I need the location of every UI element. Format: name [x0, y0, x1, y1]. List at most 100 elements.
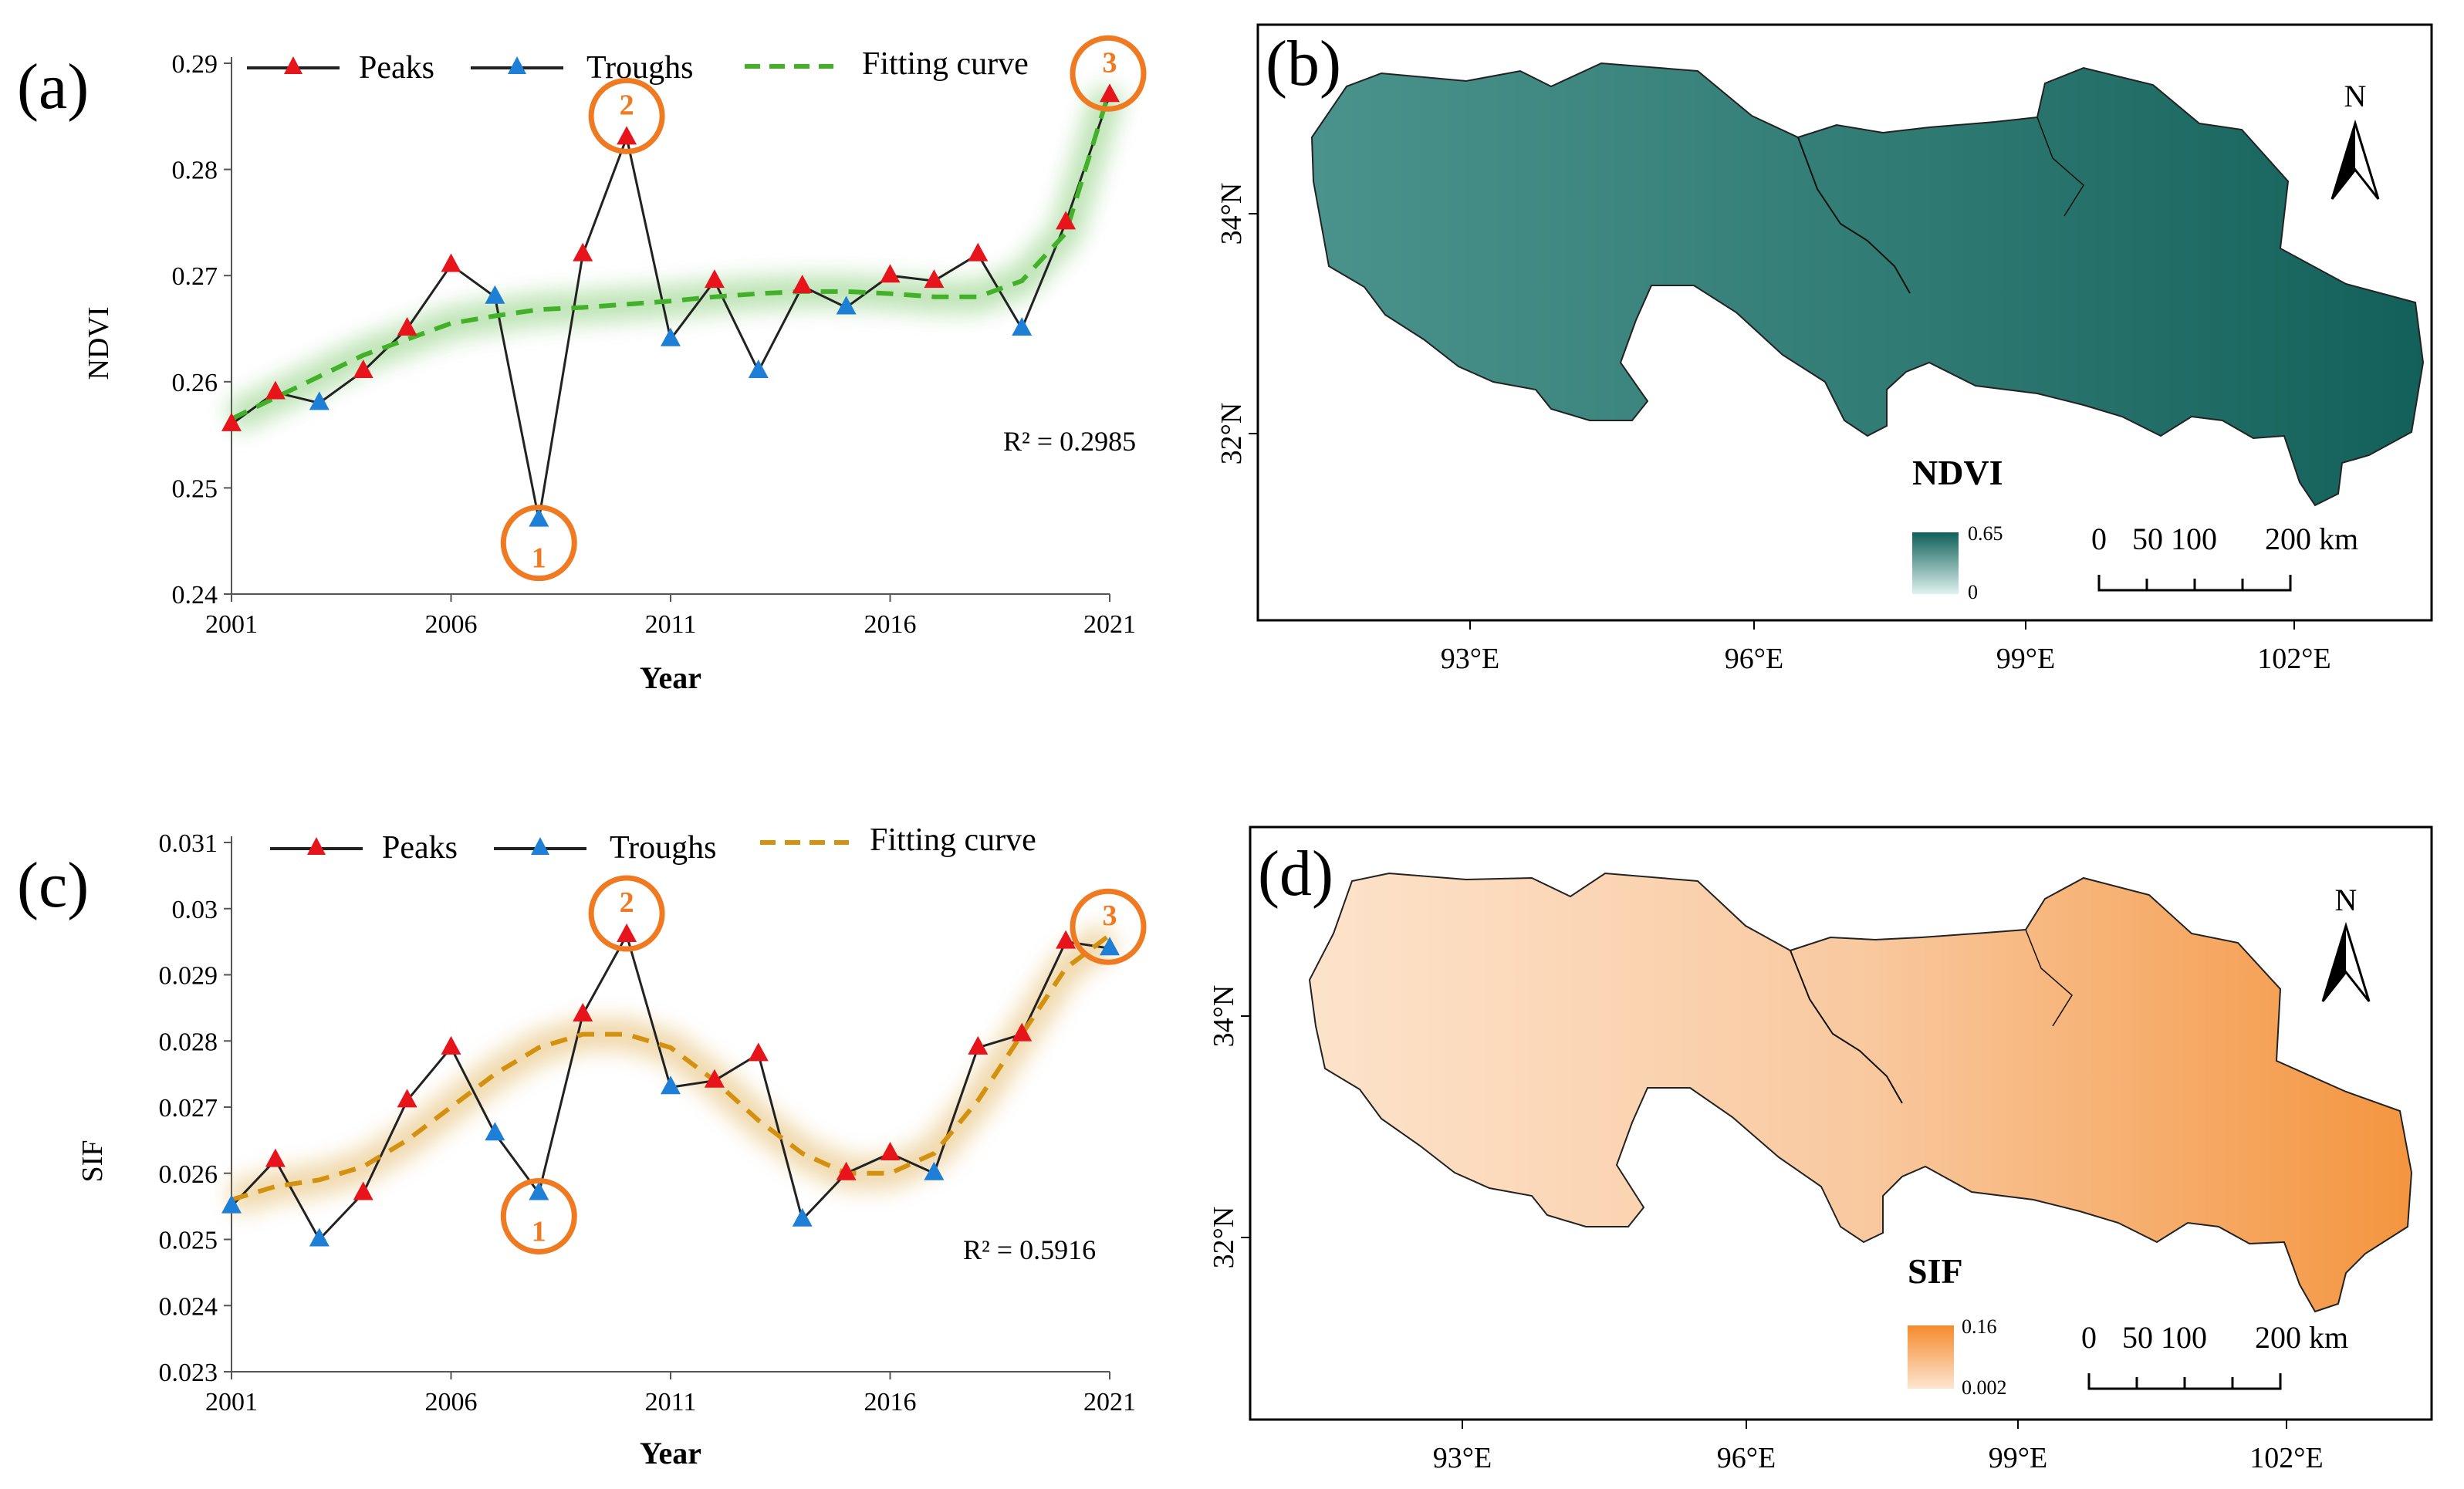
highlight-circle	[1070, 35, 1147, 112]
panel-letter-a: (a)	[17, 51, 89, 123]
highlight-circle	[1070, 888, 1147, 965]
legend-title-sif: SIF	[1908, 1251, 1963, 1291]
scale-bar-line	[2087, 1373, 2282, 1390]
x-tick-label: 2011	[645, 1388, 697, 1416]
map-x-tick-label: 99°E	[1996, 643, 2055, 675]
peak-marker	[968, 242, 989, 262]
trough-marker	[748, 360, 769, 379]
legend-title-ndvi: NDVI	[1912, 453, 2003, 492]
scale-label-100: 100	[2171, 522, 2217, 556]
y-axis-label-ndvi: NDVI	[83, 307, 115, 380]
peak-marker	[880, 1142, 901, 1161]
legend-troughs-label: Troughs	[610, 830, 717, 866]
legend-troughs-marker	[531, 837, 549, 855]
legend-peaks-marker	[284, 56, 303, 74]
map-x-tick-label: 99°E	[1989, 1442, 2047, 1474]
scale-label-0: 0	[2091, 522, 2107, 556]
legend-peaks-label: Peaks	[359, 50, 434, 86]
y-tick-label: 0.027	[159, 1094, 218, 1123]
north-label: N	[2335, 883, 2358, 917]
x-axis-label-year-c: Year	[640, 1436, 701, 1470]
legend-min-sif: 0.002	[1962, 1376, 2007, 1399]
highlight-number: 2	[620, 886, 634, 919]
scale-label-200: 200 km	[2265, 522, 2358, 556]
scale-bar-b: 0 50 100 200 km	[2091, 522, 2358, 592]
peak-marker	[1056, 930, 1077, 949]
scale-label-200: 200 km	[2255, 1320, 2348, 1355]
trough-marker	[792, 1207, 813, 1227]
ndvi-map: NDVI 0.65 0 N 0 50 100 200 km 93°E 96°E 99…	[1215, 23, 2433, 675]
trough-marker	[661, 327, 681, 346]
map-x-tick-label: 93°E	[1433, 1442, 1492, 1474]
highlight-circle	[500, 1177, 577, 1254]
basin-boundary-d	[1790, 950, 1903, 1104]
legend-fitting-label: Fitting curve	[862, 46, 1029, 82]
peak-marker	[617, 126, 637, 145]
y-tick-label: 0.25	[172, 474, 218, 503]
legend-troughs-label: Troughs	[586, 50, 694, 86]
peak-marker	[441, 253, 461, 272]
legend-c: Peaks Troughs Fitting curve	[270, 822, 1036, 866]
plot-area-a: 0.24 0.25 0.26 0.27 0.28 0.29 2001 2006 2011 2016…	[172, 35, 1147, 639]
peak-marker	[397, 317, 417, 336]
trough-marker	[309, 391, 330, 410]
map-x-tick-label: 93°E	[1441, 643, 1499, 675]
peak-marker	[353, 1181, 373, 1200]
peak-marker	[1012, 1022, 1033, 1042]
y-tick-label: 0.024	[159, 1292, 218, 1321]
peak-marker	[573, 1002, 593, 1021]
map-frame-d	[1249, 826, 2433, 1421]
trough-marker	[529, 508, 549, 527]
peak-marker	[968, 1035, 989, 1055]
peak-marker	[221, 412, 242, 431]
legend-peaks-label: Peaks	[382, 830, 458, 866]
legend-troughs-marker	[508, 56, 526, 74]
y-tick-label: 0.026	[159, 1160, 218, 1189]
trough-marker	[485, 285, 505, 304]
scale-bar-d: 0 50 100 200 km	[2081, 1320, 2348, 1390]
map-x-tick-label: 96°E	[1717, 1442, 1776, 1474]
highlight-circle	[588, 77, 665, 154]
study-region-sif	[1308, 872, 2413, 1313]
y-tick-label: 0.029	[159, 962, 218, 991]
north-arrow-b: N	[2330, 79, 2380, 200]
color-ramp-sif	[1908, 1325, 1954, 1389]
peak-marker	[617, 923, 637, 943]
highlight-number: 3	[1103, 900, 1117, 932]
basin-boundary-b2	[2036, 116, 2084, 217]
y-tick-label: 0.031	[159, 829, 218, 858]
highlight-circle	[500, 505, 577, 582]
map-x-tick-label: 96°E	[1725, 643, 1783, 675]
y-tick-label: 0.27	[172, 262, 218, 291]
highlight-number: 3	[1103, 46, 1117, 79]
trough-marker	[924, 1161, 945, 1180]
x-tick-label: 2016	[864, 1388, 917, 1416]
y-axis-label-sif: SIF	[76, 1140, 109, 1183]
ndvi-chart: (a) NDVI Year R² = 0.2985 Peaks Troughs …	[17, 35, 1147, 695]
peak-marker	[397, 1089, 417, 1108]
peak-marker	[792, 274, 813, 293]
trough-marker	[1012, 317, 1033, 336]
peak-marker	[265, 380, 286, 400]
map-frame-b	[1256, 23, 2433, 622]
legend-min-ndvi: 0	[1968, 581, 1978, 603]
map-x-tick-label: 102°E	[2249, 1442, 2323, 1474]
legend-a: Peaks Troughs Fitting curve	[247, 46, 1029, 86]
map-y-tick-label: 32°N	[1215, 403, 1248, 465]
map-x-tick-label: 102°E	[2257, 643, 2330, 675]
map-y-tick-label: 34°N	[1208, 985, 1240, 1048]
y-tick-label: 0.028	[159, 1028, 218, 1056]
panel-letter-c: (c)	[17, 849, 89, 921]
y-tick-label: 0.26	[172, 369, 218, 397]
study-region-ndvi	[1310, 62, 2425, 507]
r2-label-a: R² = 0.2985	[1003, 426, 1136, 457]
y-tick-label: 0.023	[159, 1359, 218, 1387]
x-tick-label: 2006	[425, 610, 478, 639]
color-ramp-ndvi	[1912, 532, 1959, 594]
y-tick-label: 0.29	[172, 50, 218, 79]
trough-marker	[836, 295, 857, 315]
legend-max-ndvi: 0.65	[1968, 522, 2003, 545]
x-tick-label: 2021	[1083, 610, 1136, 639]
peak-marker	[265, 1148, 286, 1167]
sif-chart: (c) SIF Year R² = 0.5916 Peaks Troughs F…	[17, 822, 1147, 1470]
